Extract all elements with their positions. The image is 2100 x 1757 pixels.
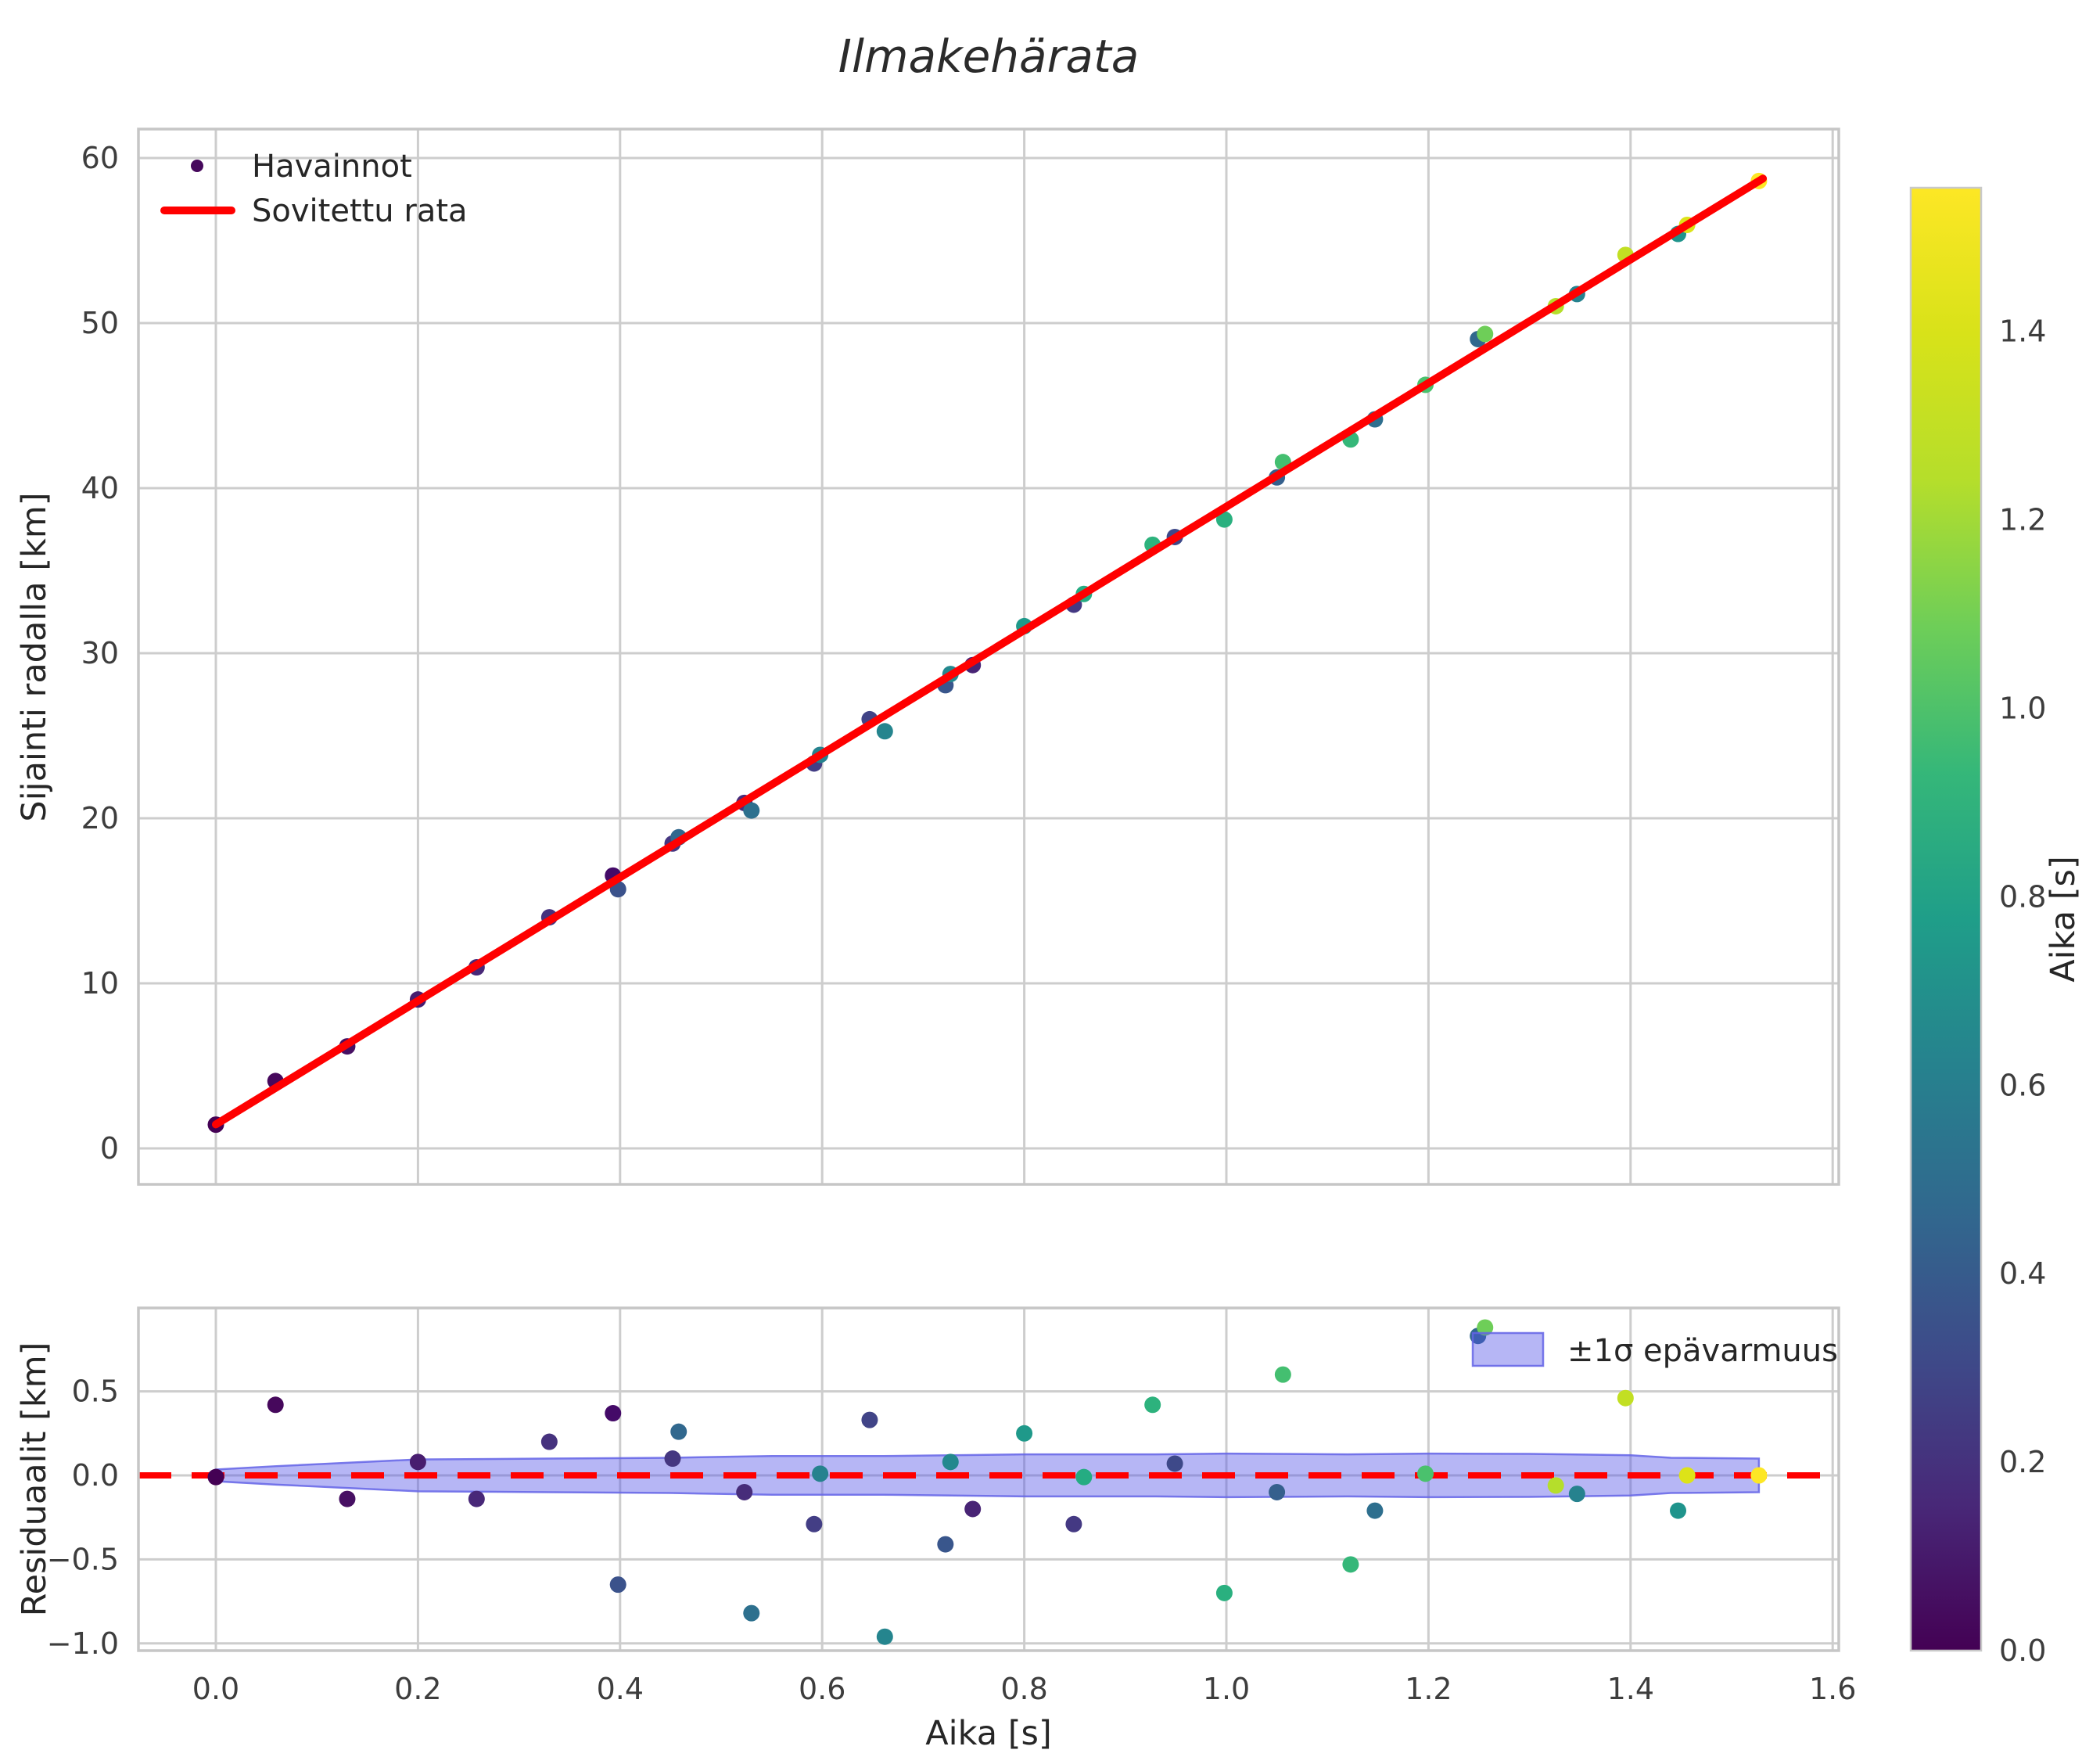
data-point — [876, 723, 893, 740]
y-tick-label: 40 — [81, 471, 119, 505]
residuals-plot-frame — [137, 1306, 1840, 1652]
top-y-axis-label: Sijainti radalla [km] — [15, 492, 54, 821]
residual-point — [605, 1405, 622, 1422]
y-tick-label: 10 — [81, 966, 119, 1001]
residual-point — [942, 1453, 959, 1471]
y-tick-label: 20 — [81, 801, 119, 835]
colorbar-gradient — [1911, 188, 1981, 1651]
x-tick-label: 1.6 — [1809, 1672, 1856, 1706]
residual-point — [1269, 1483, 1286, 1500]
x-tick-labels: 0.0 0.2 0.4 0.6 0.8 1.0 1.2 1.4 1.6 — [192, 1672, 1857, 1706]
residual-point — [1477, 1319, 1494, 1336]
residual-point — [964, 1500, 982, 1518]
residual-point — [207, 1468, 224, 1486]
legend-label-havainnot: Havainnot — [252, 149, 412, 185]
residual-point — [1274, 1366, 1291, 1383]
y-tick-label: 0.5 — [72, 1374, 119, 1409]
residual-point — [1166, 1455, 1183, 1472]
colorbar-tick-label: 0.4 — [1999, 1256, 2046, 1291]
residual-point — [409, 1453, 426, 1471]
colorbar-tick-label: 0.6 — [1999, 1068, 2046, 1102]
residual-point — [339, 1490, 356, 1507]
residual-point — [861, 1411, 878, 1428]
x-tick-label: 1.4 — [1607, 1672, 1654, 1706]
top-plot-frame — [137, 128, 1840, 1186]
colorbar-frame — [1909, 186, 1983, 1652]
data-point — [743, 802, 760, 819]
x-tick-label: 0.0 — [192, 1672, 239, 1706]
residual-point — [540, 1433, 558, 1450]
y-tick-label: 50 — [81, 306, 119, 340]
x-tick-label: 0.2 — [394, 1672, 441, 1706]
residual-point — [806, 1515, 823, 1532]
y-tick-label: 60 — [81, 141, 119, 175]
colorbar-label: Aika [s] — [2044, 856, 2083, 982]
x-tick-label: 0.4 — [597, 1672, 644, 1706]
residual-point — [1547, 1477, 1564, 1494]
residual-point — [1366, 1502, 1384, 1519]
residual-point — [1568, 1486, 1585, 1503]
residual-point — [1065, 1515, 1082, 1532]
residual-point — [876, 1628, 893, 1645]
residual-point — [1075, 1468, 1093, 1486]
residual-point — [267, 1396, 284, 1414]
y-tick-label: 0.0 — [72, 1458, 119, 1493]
top-legend: Havainnot Sovitettu rata — [160, 149, 468, 229]
residual-point — [609, 1576, 626, 1594]
x-axis-label: Aika [s] — [925, 1714, 1051, 1753]
y-tick-label: 0 — [100, 1131, 119, 1166]
y-tick-label: −1.0 — [47, 1626, 119, 1661]
residual-point — [664, 1450, 681, 1468]
residuals-y-axis-label: Residuaalit [km] — [15, 1342, 54, 1617]
residual-point — [736, 1483, 753, 1500]
x-tick-label: 0.6 — [799, 1672, 845, 1706]
residual-point — [1016, 1425, 1033, 1442]
data-point — [1215, 511, 1233, 528]
colorbar-tick-label: 1.4 — [1999, 314, 2046, 349]
residual-point — [1215, 1584, 1233, 1601]
residual-point — [1617, 1389, 1634, 1407]
residual-point — [1678, 1467, 1696, 1484]
colorbar-tick-label: 0.2 — [1999, 1445, 2046, 1479]
y-tick-label: 30 — [81, 636, 119, 670]
residual-point — [1417, 1465, 1434, 1482]
colorbar-tick-label: 0.8 — [1999, 879, 2046, 914]
residual-point — [468, 1490, 485, 1507]
legend-marker-icon — [191, 160, 203, 172]
y-tick-label: −0.5 — [47, 1542, 119, 1576]
residual-point — [1144, 1396, 1161, 1414]
residuals-grid — [138, 1308, 1839, 1651]
colorbar-tick-label: 0.0 — [1999, 1633, 2046, 1668]
residuals-plot: 0.5 0.0 −0.5 −1.0 0.0 0.2 0.4 0.6 0.8 1.0 1.2 1.4 1… — [15, 1306, 1857, 1753]
x-tick-label: 1.2 — [1405, 1672, 1452, 1706]
uncertainty-band — [214, 1452, 1761, 1499]
fitted-line — [212, 174, 1768, 1129]
colorbar-tick-labels: 0.0 0.2 0.4 0.6 0.8 1.0 1.2 1.4 — [1999, 314, 2046, 1668]
colorbar-tick-label: 1.0 — [1999, 692, 2046, 726]
residuals-legend: ±1σ epävarmuus — [1471, 1331, 1838, 1369]
legend-band-swatch-icon — [1471, 1331, 1545, 1367]
x-tick-label: 1.0 — [1203, 1672, 1250, 1706]
top-y-tick-labels: 0 10 20 30 40 50 60 — [81, 141, 119, 1166]
legend-label-sovitettu-rata: Sovitettu rata — [252, 193, 468, 229]
residuals-scatter — [207, 1319, 1768, 1645]
residual-point — [1670, 1502, 1687, 1519]
residual-point — [743, 1604, 760, 1622]
colorbar: 0.0 0.2 0.4 0.6 0.8 1.0 1.2 1.4 Aika [s] — [1909, 186, 2083, 1668]
legend-label-uncertainty: ±1σ epävarmuus — [1567, 1333, 1838, 1369]
residuals-y-tick-labels: 0.5 0.0 −0.5 −1.0 — [47, 1374, 119, 1661]
top-plot: 0 10 20 30 40 50 60 Sijainti radalla [km] Hava… — [15, 128, 1840, 1186]
colorbar-tick-label: 1.2 — [1999, 503, 2046, 537]
residual-point — [670, 1423, 687, 1440]
data-point — [1477, 325, 1494, 343]
residual-point — [812, 1465, 829, 1482]
residual-point — [937, 1536, 954, 1553]
x-tick-label: 0.8 — [1000, 1672, 1047, 1706]
residual-point — [1750, 1467, 1768, 1484]
residual-point — [1342, 1556, 1359, 1573]
chart-title: Ilmakehärata — [838, 30, 1140, 83]
